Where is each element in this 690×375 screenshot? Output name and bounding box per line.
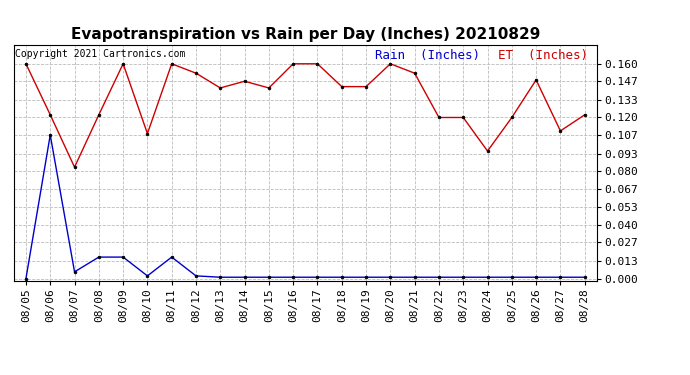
Title: Evapotranspiration vs Rain per Day (Inches) 20210829: Evapotranspiration vs Rain per Day (Inch… xyxy=(70,27,540,42)
Text: Rain  (Inches): Rain (Inches) xyxy=(375,48,480,62)
Text: Copyright 2021 Cartronics.com: Copyright 2021 Cartronics.com xyxy=(15,48,186,58)
Text: ET  (Inches): ET (Inches) xyxy=(497,48,588,62)
